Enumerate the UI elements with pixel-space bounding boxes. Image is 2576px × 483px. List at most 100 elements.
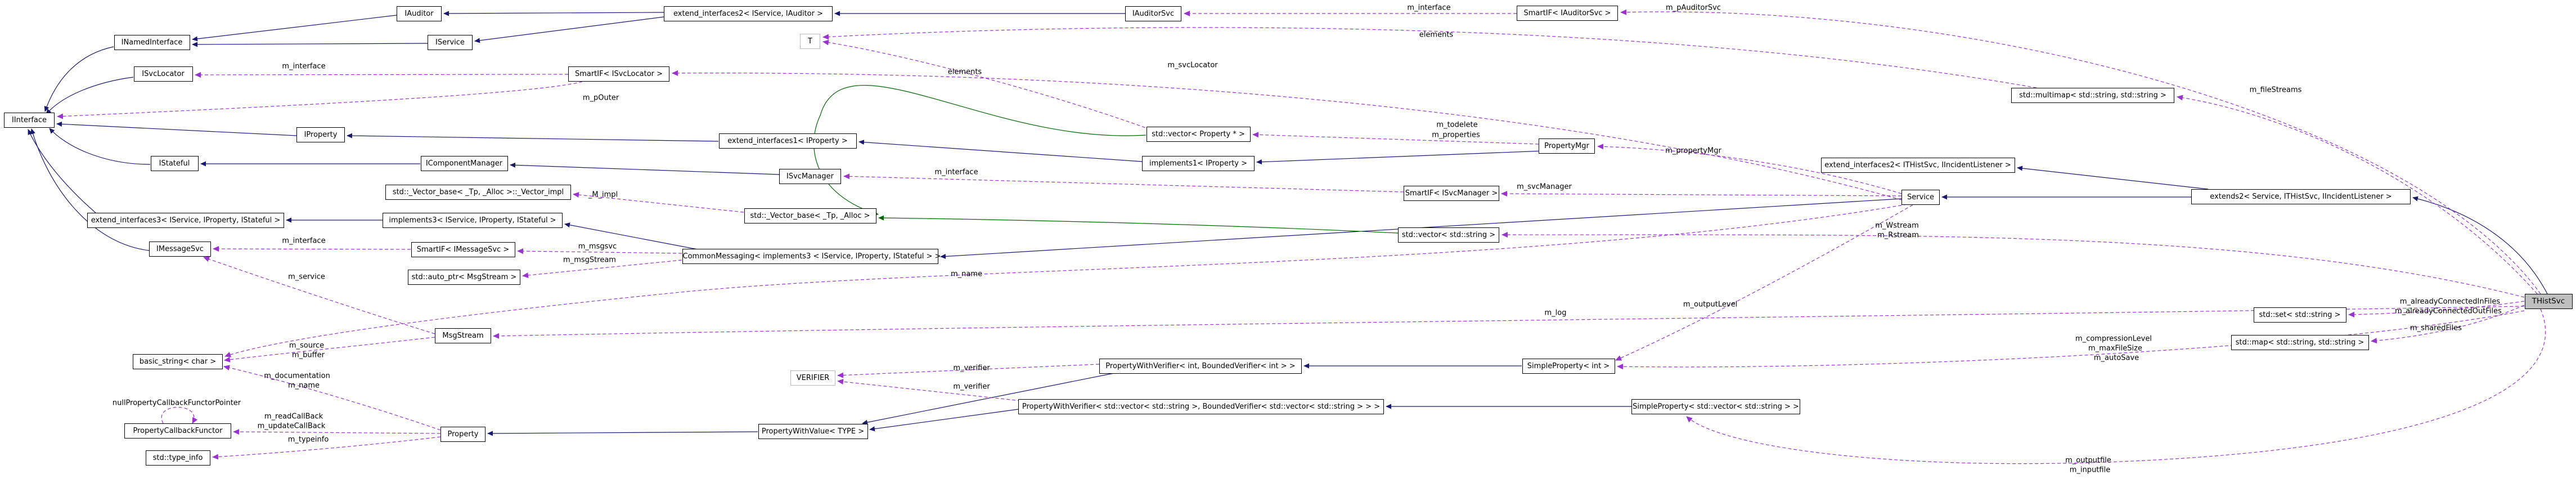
- node-iservice[interactable]: IService: [428, 34, 473, 50]
- edge-inh-iproperty-to-iinterface: [56, 121, 297, 136]
- edge-label-m-pouter: m_pOuter: [582, 93, 619, 102]
- node-iinterface[interactable]: IInterface: [4, 112, 55, 128]
- edge-use-vectorbase-to-vectorimpl: [573, 192, 744, 213]
- node-basic-string-char[interactable]: basic_string< char >: [133, 354, 223, 369]
- edge-label-m-impl: _M_impl: [588, 190, 618, 199]
- node-smartif-isvcmanager[interactable]: SmartIF< ISvcManager >: [1404, 185, 1499, 201]
- edge-use-thistsvc-to-smartif-iauditorsvc: [1620, 9, 2541, 294]
- node-iproperty[interactable]: IProperty: [296, 127, 345, 142]
- edge-label-m-readcallback: m_readCallBack: [264, 412, 323, 421]
- edge-label-m-typeinfo: m_typeinfo: [287, 435, 329, 444]
- node-smartif-imessagesvc[interactable]: SmartIF< IMessageSvc >: [411, 242, 515, 257]
- edge-label-m-inputfile: m_inputfile: [2069, 466, 2111, 475]
- edge-label-m-pauditorsvc: m_pAuditorSvc: [1666, 3, 1721, 12]
- edge-label-m-svclocator: m_svcLocator: [1167, 61, 1218, 70]
- node-inamedinterface[interactable]: INamedInterface: [114, 34, 190, 50]
- edge-use-commonmessaging-to-smartif-imessagesvc: [517, 248, 682, 254]
- edge-use-property-to-basicstring: [223, 365, 441, 431]
- node-simpleproperty-int[interactable]: SimpleProperty< int >: [1522, 358, 1615, 374]
- edge-label-m-interface-messagesvc: m_interface: [282, 236, 326, 245]
- node-simpleproperty-vector-string[interactable]: SimpleProperty< std::vector< std::string…: [1631, 399, 1800, 414]
- edge-use-multimap-to-t: [822, 27, 2037, 88]
- edge-label-m-verifier-vector: m_verifier: [953, 382, 990, 391]
- node-std-auto-ptr-msgstream[interactable]: std::auto_ptr< MsgStream >: [408, 269, 520, 285]
- edge-use-smartif-isvclocator-to-isvclocator: [195, 71, 569, 78]
- edge-inh-propertywithvalue-to-property: [487, 431, 758, 436]
- node-isvcmanager[interactable]: ISvcManager: [779, 168, 841, 184]
- node-property[interactable]: Property: [440, 426, 485, 442]
- edge-label-m-msgsvc: m_msgsvc: [578, 242, 617, 251]
- edge-use-service-to-simpleproperty-int: [1615, 204, 1913, 361]
- node-istateful[interactable]: IStateful: [150, 155, 199, 171]
- edge-inh-extends2-to-extendinterfaces2-ithistsvc: [2017, 166, 2209, 190]
- node-implements1-iproperty[interactable]: implements1< IProperty >: [1142, 155, 1255, 171]
- edge-use-thistsvc-to-simpleproperty-int: [1617, 310, 2525, 370]
- node-std-multimap-string-string[interactable]: std::multimap< std::string, std::string …: [2011, 87, 2174, 103]
- edge-label-m-alreadyconnectedinfiles: m_alreadyConnectedInFiles: [2399, 297, 2501, 306]
- edge-use-callbackfunctor-selfloop: [161, 406, 198, 424]
- edge-use-thistsvc-to-multimap: [2177, 95, 2538, 294]
- node-service[interactable]: Service: [1901, 189, 1940, 205]
- edge-label-m-alreadyconnectedoutfiles: m_alreadyConnectedOutFiles: [2395, 307, 2502, 316]
- edge-use-propertymgr-to-vector-property: [1252, 132, 1539, 145]
- edge-tpl-vector-property-to-vectorbase: [813, 85, 1147, 216]
- edge-use-property-to-typeinfo: [212, 436, 441, 460]
- node-std-set-string[interactable]: std::set< std::string >: [2253, 307, 2346, 323]
- edge-label-m-sharedfiles: m_sharedFiles: [2410, 324, 2462, 333]
- node-propertymgr[interactable]: PropertyMgr: [1539, 138, 1595, 154]
- edge-use-thistsvc-to-msgstream-log: [493, 306, 2525, 339]
- node-std-vector-string[interactable]: std::vector< std::string >: [1398, 227, 1499, 243]
- node-propertywithvalue-type[interactable]: PropertyWithValue< TYPE >: [758, 423, 868, 439]
- node-std-type-info[interactable]: std::type_info: [145, 450, 210, 466]
- edge-label-m-outputfile: m_outputfile: [2065, 456, 2111, 465]
- node-icomponentmanager[interactable]: IComponentManager: [420, 155, 508, 171]
- edge-label-m-rstream: m_Rstream: [1877, 231, 1919, 240]
- edge-label-m-interface-svclocator: m_interface: [282, 62, 326, 71]
- node-extend-interfaces1-iproperty[interactable]: extend_interfaces1< IProperty >: [718, 133, 857, 149]
- node-std-vector-property-ptr[interactable]: std::vector< Property * >: [1146, 126, 1251, 142]
- edge-label-m-name-property: m_name: [287, 381, 320, 390]
- node-std-map-string-string[interactable]: std::map< std::string, std::string >: [2231, 334, 2369, 350]
- edge-inh-extendinterfaces2-to-iauditor: [443, 11, 664, 16]
- node-iauditor[interactable]: IAuditor: [397, 6, 442, 21]
- node-imessagesvc[interactable]: IMessageSvc: [149, 241, 211, 257]
- node-commonmessaging[interactable]: CommonMessaging< implements3 < IService,…: [682, 248, 941, 264]
- edge-inh-extendinterfaces3-to-iinterface: [28, 129, 96, 213]
- edge-label-m-verifier-int: m_verifier: [953, 364, 990, 373]
- edge-use-msgstream-to-basicstring: [224, 337, 435, 363]
- edge-use-service-to-propertymgr: [1597, 144, 1902, 194]
- edge-label-m-compressionlevel: m_compressionLevel: [2075, 334, 2152, 343]
- node-extend-interfaces2-ithistsvc-iincidentlistener[interactable]: extend_interfaces2< ITHistSvc, IIncident…: [1820, 157, 2015, 173]
- edge-tpl-vector-string-to-vectorbase: [878, 215, 1399, 234]
- node-std-vector-base-vector-impl[interactable]: std::_Vector_base< _Tp, _Alloc >::_Vecto…: [385, 184, 571, 200]
- edge-label-m-documentation: m_documentation: [264, 372, 330, 381]
- node-smartif-isvclocator[interactable]: SmartIF< ISvcLocator >: [568, 66, 669, 82]
- edge-inh-iservice-to-inamedinterface: [192, 42, 428, 47]
- node-msgstream[interactable]: MsgStream: [435, 328, 491, 343]
- edge-label-m-todelete: m_todelete: [1436, 120, 1478, 129]
- node-implements3[interactable]: implements3< IService, IProperty, IState…: [383, 212, 563, 228]
- edge-use-thistsvc-to-map: [2371, 305, 2525, 344]
- edge-label-m-filestreams: m_fileStreams: [2249, 86, 2302, 95]
- edge-inh-propertymgr-to-implements1: [1256, 150, 1545, 165]
- node-verifier[interactable]: VERIFIER: [790, 370, 835, 386]
- node-std-vector-base[interactable]: std::_Vector_base< _Tp, _Alloc >: [744, 208, 876, 223]
- node-isvclocator[interactable]: ISvcLocator: [133, 66, 193, 82]
- node-t[interactable]: T: [800, 33, 820, 49]
- edge-label-m-interface-auditorsvc: m_interface: [1407, 3, 1451, 12]
- node-smartif-iauditorsvc[interactable]: SmartIF< IAuditorSvc >: [1517, 5, 1618, 21]
- node-propertycallbackfunctor[interactable]: PropertyCallbackFunctor: [124, 423, 231, 439]
- node-propertywithverifier-vector-string[interactable]: PropertyWithVerifier< std::vector< std::…: [1018, 399, 1384, 414]
- edge-use-service-to-basicstring-name: [224, 204, 1908, 357]
- edge-inh-isvclocator-to-iinterface: [46, 77, 134, 115]
- node-extend-interfaces3[interactable]: extend_interfaces3< IService, IProperty,…: [87, 212, 284, 228]
- node-iauditorsvc[interactable]: IAuditorSvc: [1125, 6, 1181, 21]
- edge-label-m-interface-svcmanager: m_interface: [934, 168, 978, 177]
- node-extend-interfaces2-iservice-iauditor[interactable]: extend_interfaces2< IService, IAuditor >: [664, 6, 833, 21]
- edge-use-thistsvc-to-simpleproperty-vector: [1686, 308, 2546, 464]
- node-propertywithverifier-int[interactable]: PropertyWithVerifier< int, BoundedVerifi…: [1099, 358, 1302, 374]
- node-extends2-service-ithistsvc-iincidentlistener[interactable]: extends2< Service, ITHistSvc, IIncidentL…: [2191, 189, 2411, 204]
- node-thistsvc[interactable]: THistSvc: [2524, 293, 2573, 309]
